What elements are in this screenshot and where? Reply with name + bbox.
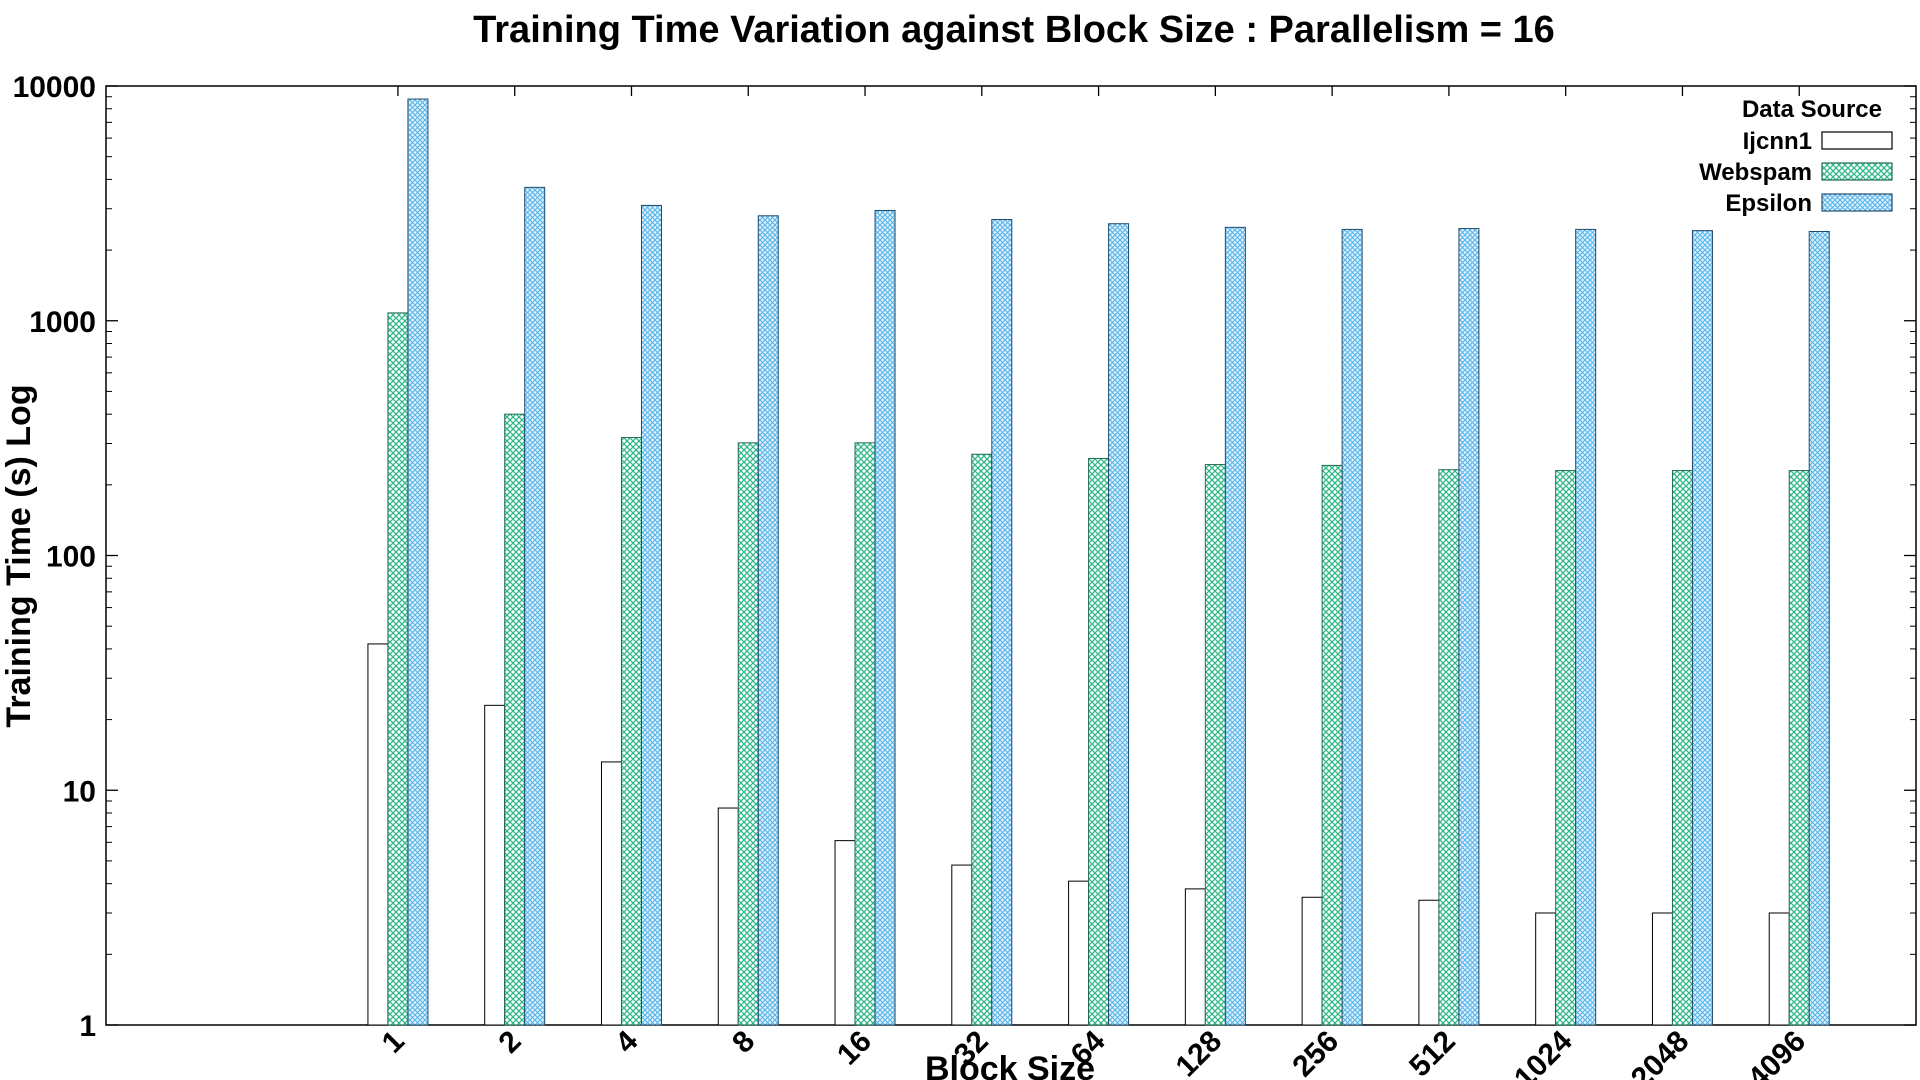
y-tick-label: 100 [46, 541, 96, 574]
y-tick-label: 10000 [13, 71, 96, 104]
legend-title: Data Source [1742, 96, 1882, 123]
bars [367, 98, 1830, 1026]
x-tick-label: 8 [726, 1025, 761, 1060]
bar-ijcnn1 [834, 840, 856, 1026]
x-tick-label: 1024 [1508, 1024, 1579, 1080]
y-axis-title: Training Time (s) Log [0, 384, 38, 727]
bar-epsilon [524, 186, 546, 1026]
bar-epsilon [1341, 228, 1363, 1026]
bar-webspam [854, 442, 876, 1026]
bar-epsilon [991, 218, 1013, 1026]
bar-ijcnn1 [484, 704, 506, 1026]
bar-epsilon [1108, 223, 1130, 1026]
bar-ijcnn1 [367, 643, 389, 1026]
bar-epsilon [874, 209, 896, 1026]
bar-webspam [1204, 464, 1226, 1026]
bar-ijcnn1 [600, 761, 622, 1026]
bar-ijcnn1 [1184, 888, 1206, 1026]
legend-label: Webspam [1699, 159, 1812, 186]
bar-webspam [1788, 470, 1810, 1026]
bar-webspam [504, 413, 526, 1026]
legend-swatch [1821, 162, 1893, 181]
bar-ijcnn1 [717, 807, 739, 1026]
x-tick-label: 16 [831, 1025, 878, 1072]
bar-webspam [1671, 470, 1693, 1026]
legend: Data Source Ijcnn1 Webspam Epsilon [1699, 96, 1893, 217]
bar-webspam [1555, 470, 1577, 1026]
bar-ijcnn1 [1301, 896, 1323, 1026]
legend-swatch [1821, 131, 1893, 150]
legend-swatch [1821, 193, 1893, 212]
x-tick-label: 128 [1170, 1025, 1229, 1080]
bar-epsilon [1224, 226, 1246, 1026]
bar-ijcnn1 [1651, 912, 1673, 1026]
x-axis-title: Block Size [925, 1050, 1095, 1080]
bar-epsilon [1458, 228, 1480, 1026]
chart-title: Training Time Variation against Block Si… [473, 9, 1555, 51]
bar-ijcnn1 [1535, 912, 1557, 1026]
x-tick-label: 4096 [1742, 1025, 1813, 1080]
bar-epsilon [1575, 228, 1597, 1026]
y-tick-label: 1 [79, 1010, 96, 1043]
x-tick-label: 1 [376, 1025, 411, 1060]
bar-webspam [387, 312, 409, 1026]
y-axis: 1 10 100 1000 10000 [13, 71, 1916, 1043]
bar-ijcnn1 [1068, 880, 1090, 1026]
bar-ijcnn1 [951, 864, 973, 1026]
bar-epsilon [757, 215, 779, 1026]
bar-epsilon [407, 98, 429, 1026]
y-tick-label: 1000 [29, 306, 96, 339]
bar-webspam [1321, 464, 1343, 1026]
bar-epsilon [1691, 230, 1713, 1026]
bar-ijcnn1 [1768, 912, 1790, 1026]
legend-label: Epsilon [1725, 190, 1812, 217]
bar-webspam [737, 442, 759, 1026]
x-tick-label: 2048 [1625, 1025, 1696, 1080]
bar-webspam [1438, 469, 1460, 1026]
bar-epsilon [1808, 230, 1830, 1026]
x-tick-label: 512 [1403, 1025, 1462, 1080]
bar-webspam [971, 453, 993, 1026]
bar-webspam [620, 437, 642, 1026]
x-tick-label: 2 [493, 1025, 528, 1060]
bar-webspam [1088, 457, 1110, 1026]
legend-label: Ijcnn1 [1743, 128, 1812, 155]
x-tick-label: 4 [609, 1024, 644, 1059]
x-tick-label: 256 [1286, 1025, 1345, 1080]
bar-ijcnn1 [1418, 899, 1440, 1026]
bar-epsilon [640, 204, 662, 1026]
y-tick-label: 10 [63, 775, 96, 808]
